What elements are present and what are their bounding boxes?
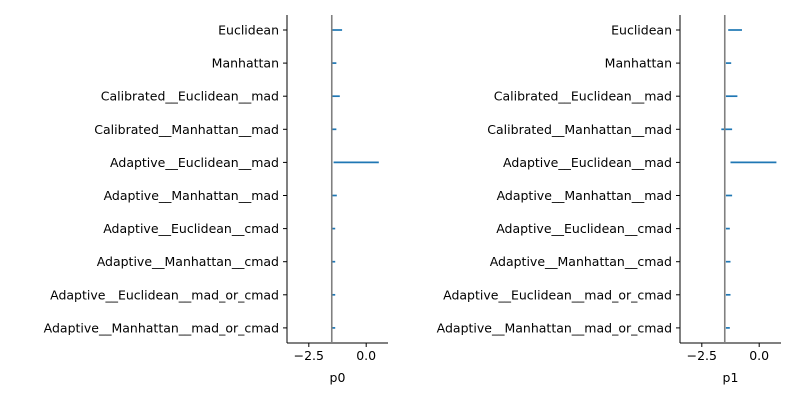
y-tick-label: Adaptive__Euclidean__mad_or_cmad — [443, 287, 672, 302]
x-axis-label: p0 — [330, 370, 346, 385]
y-tick-label: Adaptive__Euclidean__mad — [503, 155, 672, 170]
y-tick-label: Euclidean — [611, 23, 672, 38]
x-tick-label: −2.5 — [687, 348, 717, 363]
y-tick-label: Calibrated__Manhattan__mad — [487, 122, 672, 137]
y-tick-label: Adaptive__Manhattan__cmad — [490, 254, 672, 269]
y-tick-label: Adaptive__Manhattan__mad — [104, 188, 279, 203]
y-tick-label: Adaptive__Euclidean__cmad — [103, 221, 279, 236]
y-tick-label: Calibrated__Euclidean__mad — [101, 89, 279, 104]
y-tick-label: Calibrated__Manhattan__mad — [94, 122, 279, 137]
x-tick-label: −2.5 — [294, 348, 324, 363]
y-tick-label: Adaptive__Euclidean__mad — [110, 155, 279, 170]
chart-panel-p1: Euclidean Manhattan Calibrated__Euclidean_… — [437, 15, 781, 385]
x-tick-label: 0.0 — [356, 348, 376, 363]
y-tick-label: Manhattan — [212, 56, 279, 71]
y-tick-label: Adaptive__Manhattan__mad — [497, 188, 672, 203]
y-tick-label: Adaptive__Euclidean__mad_or_cmad — [50, 287, 279, 302]
y-tick-label: Calibrated__Euclidean__mad — [494, 89, 672, 104]
chart-panel-p0: Euclidean Manhattan Calibrated__Euclidean_… — [44, 15, 388, 385]
x-tick-label: 0.0 — [749, 348, 769, 363]
x-axis-label: p1 — [723, 370, 739, 385]
y-tick-label: Manhattan — [605, 56, 672, 71]
y-tick-label: Euclidean — [218, 23, 279, 38]
y-tick-label: Adaptive__Manhattan__cmad — [97, 254, 279, 269]
y-tick-label: Adaptive__Euclidean__cmad — [496, 221, 672, 236]
y-tick-label: Adaptive__Manhattan__mad_or_cmad — [437, 320, 672, 335]
y-tick-label: Adaptive__Manhattan__mad_or_cmad — [44, 320, 279, 335]
